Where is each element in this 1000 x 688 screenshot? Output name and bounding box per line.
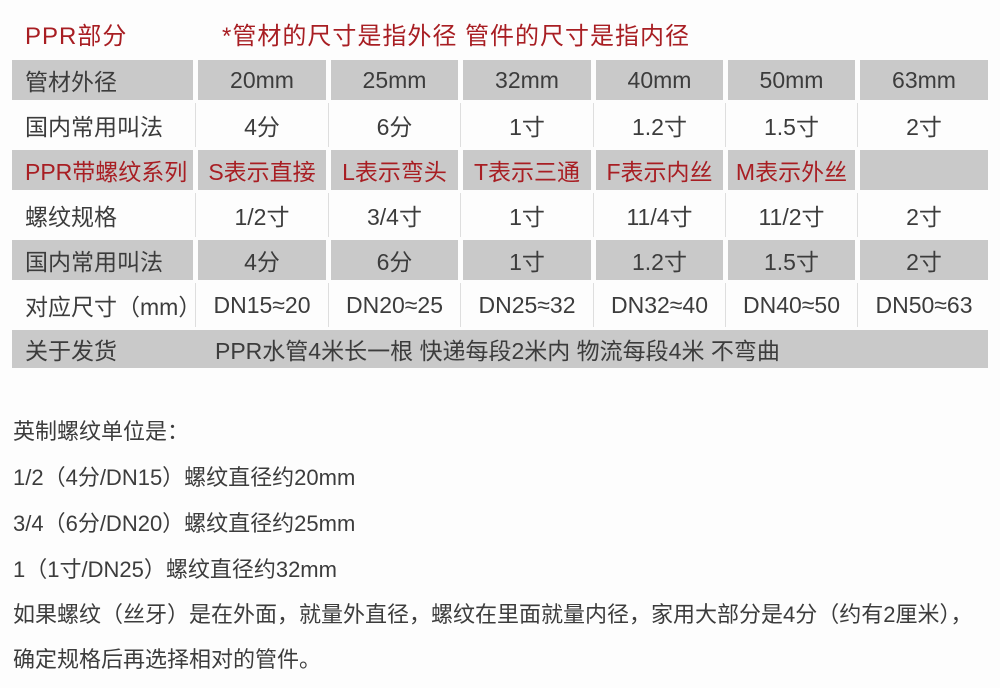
table-row-thread-series: PPR带螺纹系列 S表示直接 L表示弯头 T表示三通 F表示内丝 M表示外丝: [12, 150, 988, 190]
table-cell: 63mm: [860, 60, 988, 100]
table-cell: DN50≈63: [875, 291, 973, 318]
table-cell: 2寸: [860, 240, 988, 280]
spec-table: 管材外径 20mm 25mm 32mm 40mm 50mm 63mm 国内常用叫…: [12, 60, 988, 373]
table-cell: DN32≈40: [596, 283, 726, 327]
section-title: PPR部分: [25, 23, 128, 50]
table-row-thread-spec: 螺纹规格 1/2寸 3/4寸 1寸 11/4寸 11/2寸 2寸: [12, 193, 988, 237]
notes-section: 英制螺纹单位是： 1/2（4分/DN15）螺纹直径约20mm 3/4（6分/DN…: [13, 407, 991, 682]
table-row-domestic-name-2: 国内常用叫法 4分 6分 1寸 1.2寸 1.5寸 2寸: [12, 240, 988, 280]
table-cell: 50mm: [728, 60, 855, 100]
shipping-note: PPR水管4米长一根 快递每段2米内 物流每段4米 不弯曲: [215, 338, 780, 364]
table-cell: F表示内丝: [596, 150, 723, 190]
table-cell: 20mm: [198, 60, 326, 100]
table-cell: T表示三通: [463, 150, 591, 190]
table-cell: L表示弯头: [331, 150, 458, 190]
table-cell: 1.5寸: [728, 103, 858, 147]
table-cell: 6分: [331, 240, 458, 280]
row-label: 对应尺寸（mm）: [12, 283, 201, 327]
notes-title: 英制螺纹单位是：: [13, 419, 190, 444]
row-label: PPR带螺纹系列: [12, 150, 193, 190]
table-cell: M表示外丝: [728, 150, 855, 190]
table-cell: 1寸: [463, 240, 591, 280]
table-cell: [860, 150, 988, 190]
table-cell: DN40≈50: [728, 283, 858, 327]
table-cell: 11/2寸: [728, 193, 858, 237]
table-cell: 25mm: [331, 60, 458, 100]
table-cell: 3/4寸: [331, 193, 461, 237]
table-cell: 6分: [331, 103, 461, 147]
table-cell: 2寸: [906, 114, 942, 140]
table-cell: 32mm: [463, 60, 591, 100]
header-note: *管材的尺寸是指外径 管件的尺寸是指内径: [222, 23, 691, 50]
header: PPR部分 *管材的尺寸是指外径 管件的尺寸是指内径: [0, 16, 1000, 52]
row-label: 管材外径: [12, 60, 193, 100]
note-line: 1（1寸/DN25）螺纹直径约32mm: [13, 557, 337, 582]
row-label: 螺纹规格: [12, 193, 196, 237]
table-cell: 1.2寸: [596, 240, 723, 280]
table-cell: S表示直接: [198, 150, 326, 190]
table-cell: 1/2寸: [198, 193, 329, 237]
table-cell: 4分: [198, 240, 326, 280]
table-cell: 1.2寸: [596, 103, 726, 147]
table-cell: DN15≈20: [198, 283, 329, 327]
table-row-domestic-name-1: 国内常用叫法 4分 6分 1寸 1.2寸 1.5寸 2寸: [12, 103, 988, 147]
notes-paragraph: 如果螺纹（丝牙）是在外面，就量外直径，螺纹在里面就量内径，家用大部分是4分（约有…: [13, 602, 973, 672]
row-label: 国内常用叫法: [12, 103, 196, 147]
row-label: 关于发货: [25, 338, 117, 364]
table-cell: 1寸: [463, 103, 594, 147]
table-cell: 4分: [198, 103, 329, 147]
table-row-dn-size: 对应尺寸（mm） DN15≈20 DN20≈25 DN25≈32 DN32≈40…: [12, 283, 988, 327]
table-cell: 2寸: [906, 204, 942, 230]
table-row-shipping: 关于发货 PPR水管4米长一根 快递每段2米内 物流每段4米 不弯曲: [12, 330, 988, 368]
row-label: 国内常用叫法: [12, 240, 193, 280]
note-line: 3/4（6分/DN20）螺纹直径约25mm: [13, 511, 356, 536]
table-cell: 40mm: [596, 60, 723, 100]
table-row-pipe-outer-diameter: 管材外径 20mm 25mm 32mm 40mm 50mm 63mm: [12, 60, 988, 100]
table-cell: 11/4寸: [596, 193, 726, 237]
table-cell: DN20≈25: [331, 283, 461, 327]
table-cell: 1.5寸: [728, 240, 855, 280]
table-cell: 1寸: [463, 193, 594, 237]
note-line: 1/2（4分/DN15）螺纹直径约20mm: [13, 465, 356, 490]
table-cell: DN25≈32: [463, 283, 594, 327]
